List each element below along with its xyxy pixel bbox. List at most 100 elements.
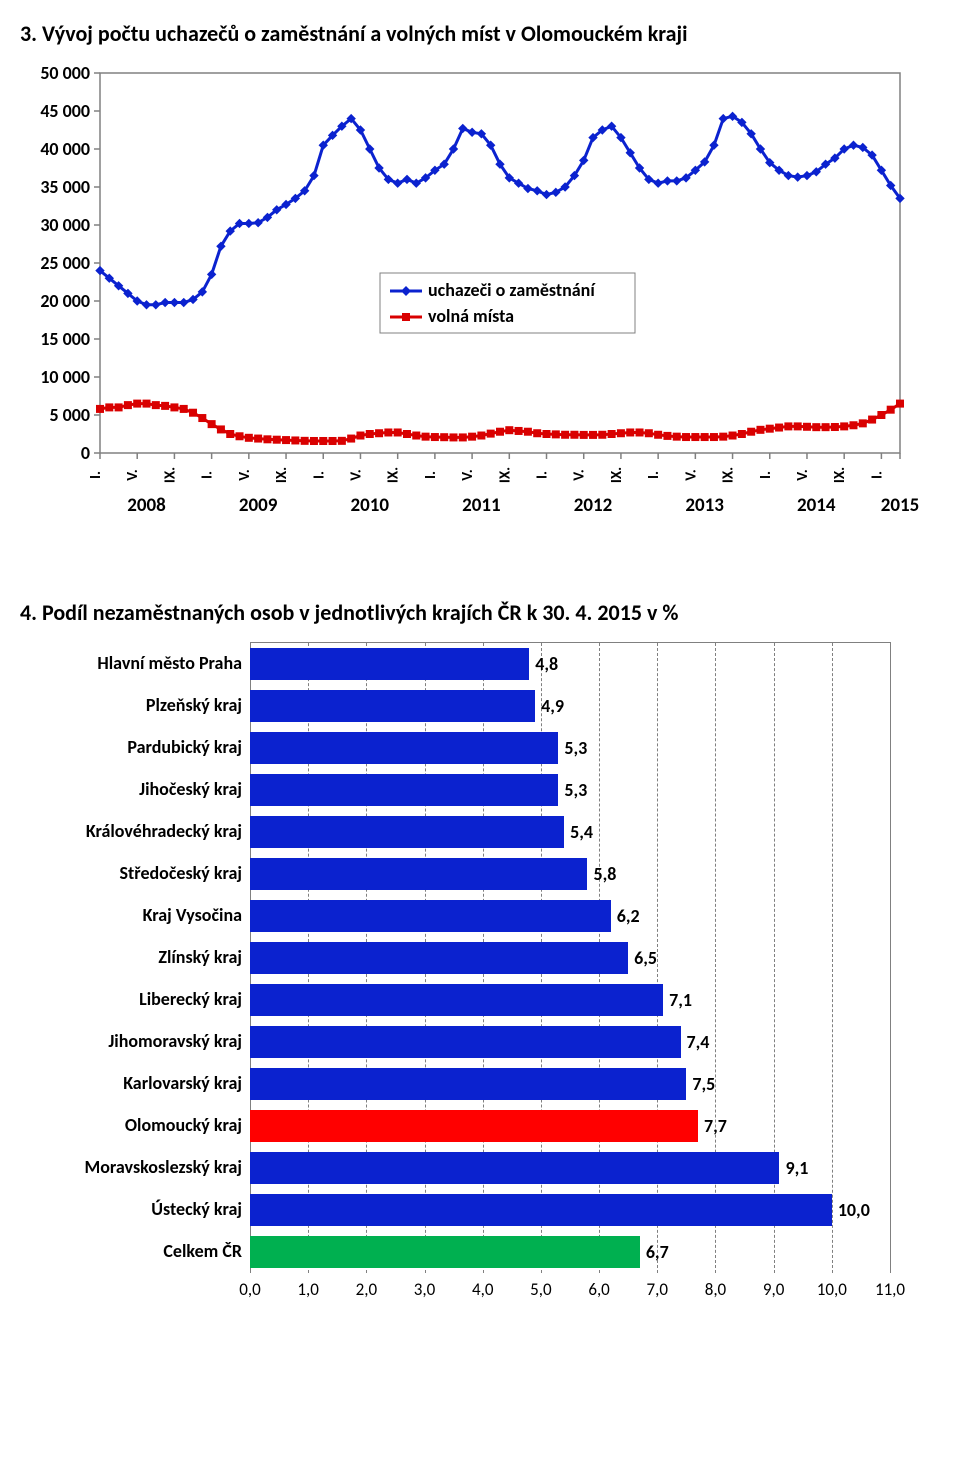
marker-icon bbox=[385, 429, 392, 436]
bar bbox=[250, 648, 529, 680]
bar-label: Olomoucký kraj bbox=[20, 1104, 250, 1146]
y-tick-label: 25 000 bbox=[40, 252, 90, 274]
marker-icon bbox=[171, 404, 178, 411]
bar-label: Moravskoslezský kraj bbox=[20, 1146, 250, 1188]
marker-icon bbox=[431, 434, 438, 441]
marker-icon bbox=[180, 405, 187, 412]
marker-icon bbox=[301, 437, 308, 444]
x-minor-label: I. bbox=[310, 471, 328, 479]
marker-icon bbox=[533, 187, 541, 195]
y-tick-label: 5 000 bbox=[49, 404, 90, 426]
marker-icon bbox=[403, 175, 411, 183]
bar-value-label: 7,7 bbox=[698, 1105, 727, 1147]
bar-value-label: 5,8 bbox=[587, 853, 616, 895]
x-year-label: 2014 bbox=[797, 494, 836, 517]
marker-icon bbox=[208, 421, 215, 428]
marker-icon bbox=[524, 428, 531, 435]
bar-value-label: 7,5 bbox=[686, 1063, 715, 1105]
marker-icon bbox=[180, 299, 188, 307]
marker-icon bbox=[664, 432, 671, 439]
marker-icon bbox=[497, 428, 504, 435]
x-minor-label: V. bbox=[459, 469, 477, 480]
marker-icon bbox=[841, 423, 848, 430]
marker-icon bbox=[376, 430, 383, 437]
marker-icon bbox=[849, 141, 857, 149]
marker-icon bbox=[152, 301, 160, 309]
marker-icon bbox=[729, 432, 736, 439]
x-minor-label: IX. bbox=[608, 467, 626, 483]
marker-icon bbox=[161, 299, 169, 307]
marker-icon bbox=[822, 424, 829, 431]
marker-icon bbox=[608, 431, 615, 438]
bar-label: Královéhradecký kraj bbox=[20, 810, 250, 852]
bar-label: Ústecký kraj bbox=[20, 1188, 250, 1230]
bar-x-tick-label: 8,0 bbox=[699, 1279, 731, 1300]
marker-icon bbox=[897, 400, 904, 407]
section4-title: 4. Podíl nezaměstnaných osob v jednotliv… bbox=[20, 599, 940, 626]
bar bbox=[250, 1152, 779, 1184]
bar-value-label: 7,1 bbox=[663, 979, 692, 1021]
x-minor-label: I. bbox=[534, 471, 552, 479]
bar-label: Zlínský kraj bbox=[20, 936, 250, 978]
marker-icon bbox=[673, 177, 681, 185]
bar-gridline bbox=[832, 643, 833, 1273]
marker-icon bbox=[478, 432, 485, 439]
marker-icon bbox=[450, 434, 457, 441]
x-minor-label: V. bbox=[571, 469, 589, 480]
y-tick-label: 40 000 bbox=[40, 138, 90, 160]
marker-icon bbox=[766, 425, 773, 432]
marker-icon bbox=[115, 404, 122, 411]
marker-icon bbox=[292, 437, 299, 444]
marker-icon bbox=[562, 431, 569, 438]
marker-icon bbox=[170, 299, 178, 307]
marker-icon bbox=[571, 431, 578, 438]
marker-icon bbox=[310, 437, 317, 444]
bar-label: Středočeský kraj bbox=[20, 852, 250, 894]
marker-icon bbox=[106, 404, 113, 411]
marker-icon bbox=[320, 437, 327, 444]
marker-icon bbox=[887, 406, 894, 413]
marker-icon bbox=[124, 402, 131, 409]
bar bbox=[250, 732, 558, 764]
marker-icon bbox=[794, 423, 801, 430]
marker-icon bbox=[543, 431, 550, 438]
y-tick-label: 30 000 bbox=[40, 214, 90, 236]
bar-label: Celkem ČR bbox=[20, 1230, 250, 1272]
marker-icon bbox=[227, 431, 234, 438]
marker-icon bbox=[245, 219, 253, 227]
marker-icon bbox=[552, 431, 559, 438]
legend-label: uchazeči o zaměstnání bbox=[428, 279, 596, 301]
bar-x-tick-label: 2,0 bbox=[350, 1279, 382, 1300]
bar-value-label: 10,0 bbox=[832, 1189, 870, 1231]
bar-x-tick-label: 5,0 bbox=[525, 1279, 557, 1300]
marker-icon bbox=[850, 422, 857, 429]
bar-value-label: 7,4 bbox=[681, 1021, 710, 1063]
x-minor-label: V. bbox=[347, 469, 365, 480]
marker-icon bbox=[599, 431, 606, 438]
marker-icon bbox=[580, 431, 587, 438]
x-year-label: 2009 bbox=[239, 494, 278, 517]
y-tick-label: 50 000 bbox=[40, 63, 90, 84]
marker-icon bbox=[190, 409, 197, 416]
bar-x-tick-label: 0,0 bbox=[234, 1279, 266, 1300]
marker-icon bbox=[255, 435, 262, 442]
x-minor-label: IX. bbox=[720, 467, 738, 483]
marker-icon bbox=[329, 437, 336, 444]
bar bbox=[250, 984, 663, 1016]
marker-icon bbox=[394, 179, 402, 187]
bar bbox=[250, 858, 587, 890]
bar-chart: Hlavní město PrahaPlzeňský krajPardubick… bbox=[20, 642, 920, 1305]
bar-label: Pardubický kraj bbox=[20, 726, 250, 768]
bar-value-label: 4,9 bbox=[535, 685, 564, 727]
x-year-label: 2008 bbox=[127, 494, 166, 517]
marker-icon bbox=[236, 433, 243, 440]
bar-value-label: 5,4 bbox=[564, 811, 593, 853]
marker-icon bbox=[803, 423, 810, 430]
x-year-label: 2012 bbox=[574, 494, 613, 517]
bar-label: Liberecký kraj bbox=[20, 978, 250, 1020]
marker-icon bbox=[738, 431, 745, 438]
marker-icon bbox=[506, 427, 513, 434]
marker-icon bbox=[152, 402, 159, 409]
marker-icon bbox=[199, 415, 206, 422]
marker-icon bbox=[97, 405, 104, 412]
